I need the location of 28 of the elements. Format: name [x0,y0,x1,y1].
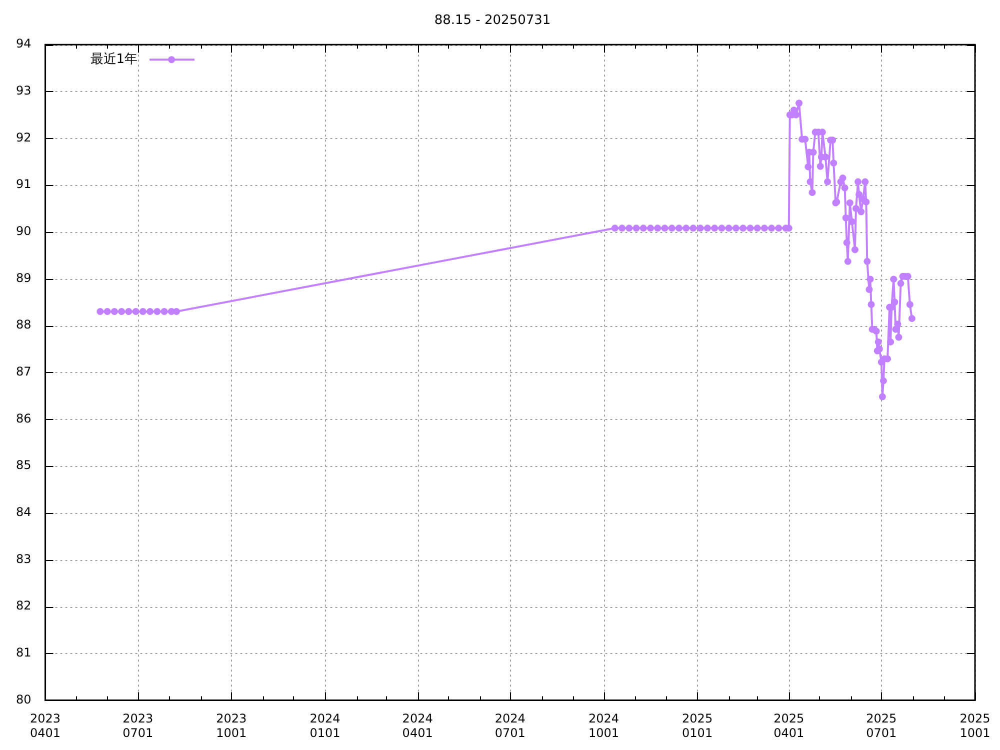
x-tick-label: 2024 1001 [588,712,619,740]
y-tick-label: 90 [16,224,32,238]
x-tick-label: 2024 0101 [310,712,340,740]
legend-label: 最近1年 [90,52,138,67]
x-tick-label: 2024 0401 [402,712,433,740]
x-tick-label: 2025 0101 [682,712,713,740]
y-tick-label: 87 [16,364,32,379]
chart-title: 88.15 - 20250731 [434,13,551,28]
y-tick-label: 81 [16,645,32,660]
y-tick-label: 85 [16,458,32,472]
y-tick-label: 80 [16,692,32,706]
y-tick-label: 86 [16,411,32,426]
x-tick-label: 2023 0701 [122,712,154,740]
x-tick-label: 2025 1001 [960,712,990,740]
y-tick-label: 94 [16,36,32,51]
y-tick-label: 84 [16,505,32,520]
y-tick-label: 91 [16,177,32,192]
x-tick-label: 2025 0401 [774,712,804,740]
y-tick-label: 93 [16,84,32,98]
y-tick-label: 82 [16,598,32,613]
x-tick-label: 2025 0701 [866,712,897,740]
y-tick-label: 89 [16,270,32,285]
x-tick-label: 2023 0401 [30,712,61,740]
y-tick-label: 92 [16,130,32,144]
y-tick-label: 88 [16,318,32,332]
y-tick-label: 83 [16,552,32,566]
x-tick-label: 2023 1001 [216,712,247,740]
x-tick-label: 2024 0701 [494,712,526,740]
